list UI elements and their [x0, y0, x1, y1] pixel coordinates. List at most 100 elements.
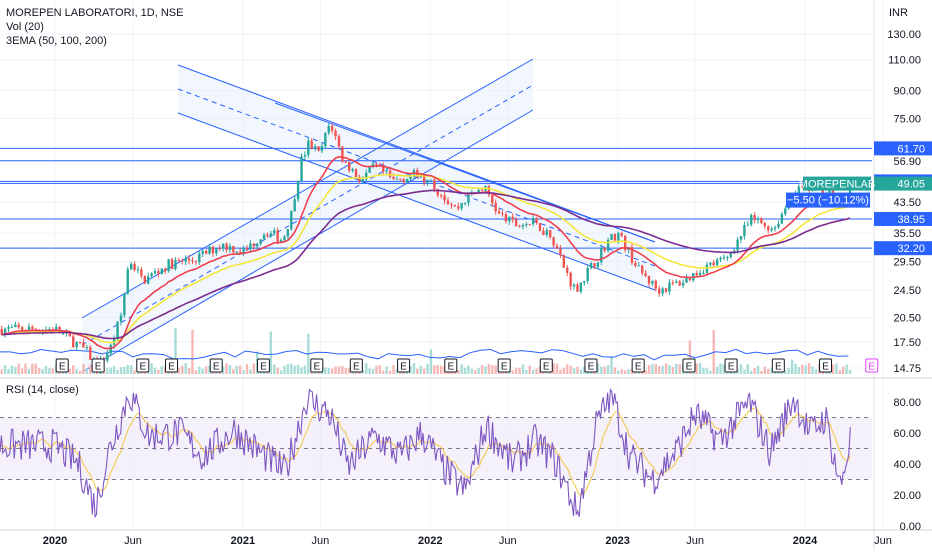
volume-bar [419, 365, 422, 374]
price-tick-label: 90.00 [893, 85, 921, 97]
candle-body [681, 282, 685, 286]
candle-body [480, 189, 484, 191]
volume-bar [201, 368, 204, 374]
earnings-marker-box [819, 358, 833, 373]
volume-bar [668, 365, 671, 374]
chart-title[interactable]: MOREPEN LABORATORI, 1D, NSE [6, 7, 184, 19]
candle-body [767, 226, 770, 231]
earnings-marker-box [497, 358, 511, 373]
candle-body [378, 164, 382, 166]
volume-bar [566, 364, 569, 374]
last-price-tag: 49.05 [874, 176, 932, 191]
candle-body [555, 245, 559, 249]
volume-bar [579, 369, 583, 374]
volume-bar [753, 368, 756, 374]
volume-bar [194, 370, 198, 374]
volume-bar [603, 366, 606, 374]
candle-body [225, 243, 228, 251]
candle-body [337, 136, 341, 147]
candle-body [119, 315, 123, 322]
candle-body [307, 140, 310, 155]
earnings-marker-box [55, 358, 69, 373]
ema-indicator-label[interactable]: 3EMA (50, 100, 200) [6, 35, 107, 47]
rsi-tick-label: 40.00 [893, 459, 921, 471]
symbol-tag: MOREPENLAB [799, 176, 875, 191]
candle-body [821, 186, 824, 196]
candle-body [27, 326, 31, 332]
candle-body [174, 260, 177, 270]
candle-body [654, 280, 658, 289]
volume-bar [85, 368, 89, 374]
candle-body [85, 347, 89, 349]
earnings-marker-label: E [822, 362, 829, 373]
volume-bar [569, 365, 572, 374]
time-tick-label: Jun [312, 535, 330, 547]
volume-bar [82, 363, 85, 374]
candle-body [351, 169, 354, 171]
earnings-marker: E [724, 358, 738, 373]
candle-body [545, 230, 548, 235]
volume-bar [72, 365, 75, 374]
candle-body [542, 230, 545, 235]
volume-bar [269, 331, 273, 374]
volume-bar [20, 368, 24, 374]
candle-body [371, 163, 375, 167]
volume-bar [119, 367, 123, 374]
volume-bar [116, 369, 119, 374]
candle-body [324, 132, 327, 146]
candle-body [552, 237, 555, 246]
candle-body [453, 205, 457, 207]
earnings-marker-box [209, 358, 223, 373]
earnings-marker-box [771, 358, 785, 373]
rsi-title[interactable]: RSI (14, close) [6, 384, 79, 396]
channel-midline [81, 84, 534, 346]
volume-bar [181, 365, 184, 374]
volume-bar [51, 368, 54, 374]
volume-indicator-label[interactable]: Vol (20) [6, 21, 44, 33]
candle-body [211, 246, 215, 254]
volume-bar [487, 363, 491, 374]
volume-bar [204, 366, 208, 374]
candle-body [688, 277, 692, 281]
volume-bar [572, 368, 576, 374]
volume-bar [129, 365, 133, 374]
volume-bar [24, 363, 27, 374]
rsi-tick-label: 0.00 [900, 521, 921, 533]
volume-bar [709, 370, 712, 374]
candle-body [109, 344, 112, 354]
candle-body [518, 226, 521, 228]
ascending-channel-fill [82, 59, 533, 372]
volume-bar [31, 363, 34, 374]
candle-body [491, 194, 494, 203]
volume-bar [133, 370, 136, 374]
price-tick-label: 43.50 [893, 197, 921, 209]
currency-label[interactable]: INR [889, 7, 908, 19]
change-tag-bg [786, 192, 870, 208]
volume-bar [739, 364, 743, 374]
candle-body [743, 225, 746, 237]
candle-body [634, 262, 637, 266]
earnings-marker-label: E [213, 362, 220, 373]
volume-bar [416, 368, 419, 374]
candle-body [392, 176, 395, 179]
candle-body [201, 250, 204, 254]
candle-body [399, 178, 402, 180]
volume-bar [221, 366, 225, 374]
earnings-marker-box [165, 358, 179, 373]
candle-body [89, 347, 92, 360]
volume-bar [514, 367, 518, 374]
volume-bar [804, 365, 807, 374]
volume-bar [157, 369, 160, 374]
price-level-tag-bg [874, 241, 932, 256]
earnings-marker-box [136, 358, 150, 373]
candle-body [436, 189, 439, 196]
volume-bar [671, 366, 675, 374]
time-tick-label: Jun [874, 535, 892, 547]
volume-bar [290, 363, 293, 374]
volume-bar [37, 368, 41, 374]
earnings-marker: E [310, 358, 324, 373]
volume-bar [767, 368, 770, 374]
candle-body [198, 253, 201, 263]
candle-body [293, 199, 296, 212]
